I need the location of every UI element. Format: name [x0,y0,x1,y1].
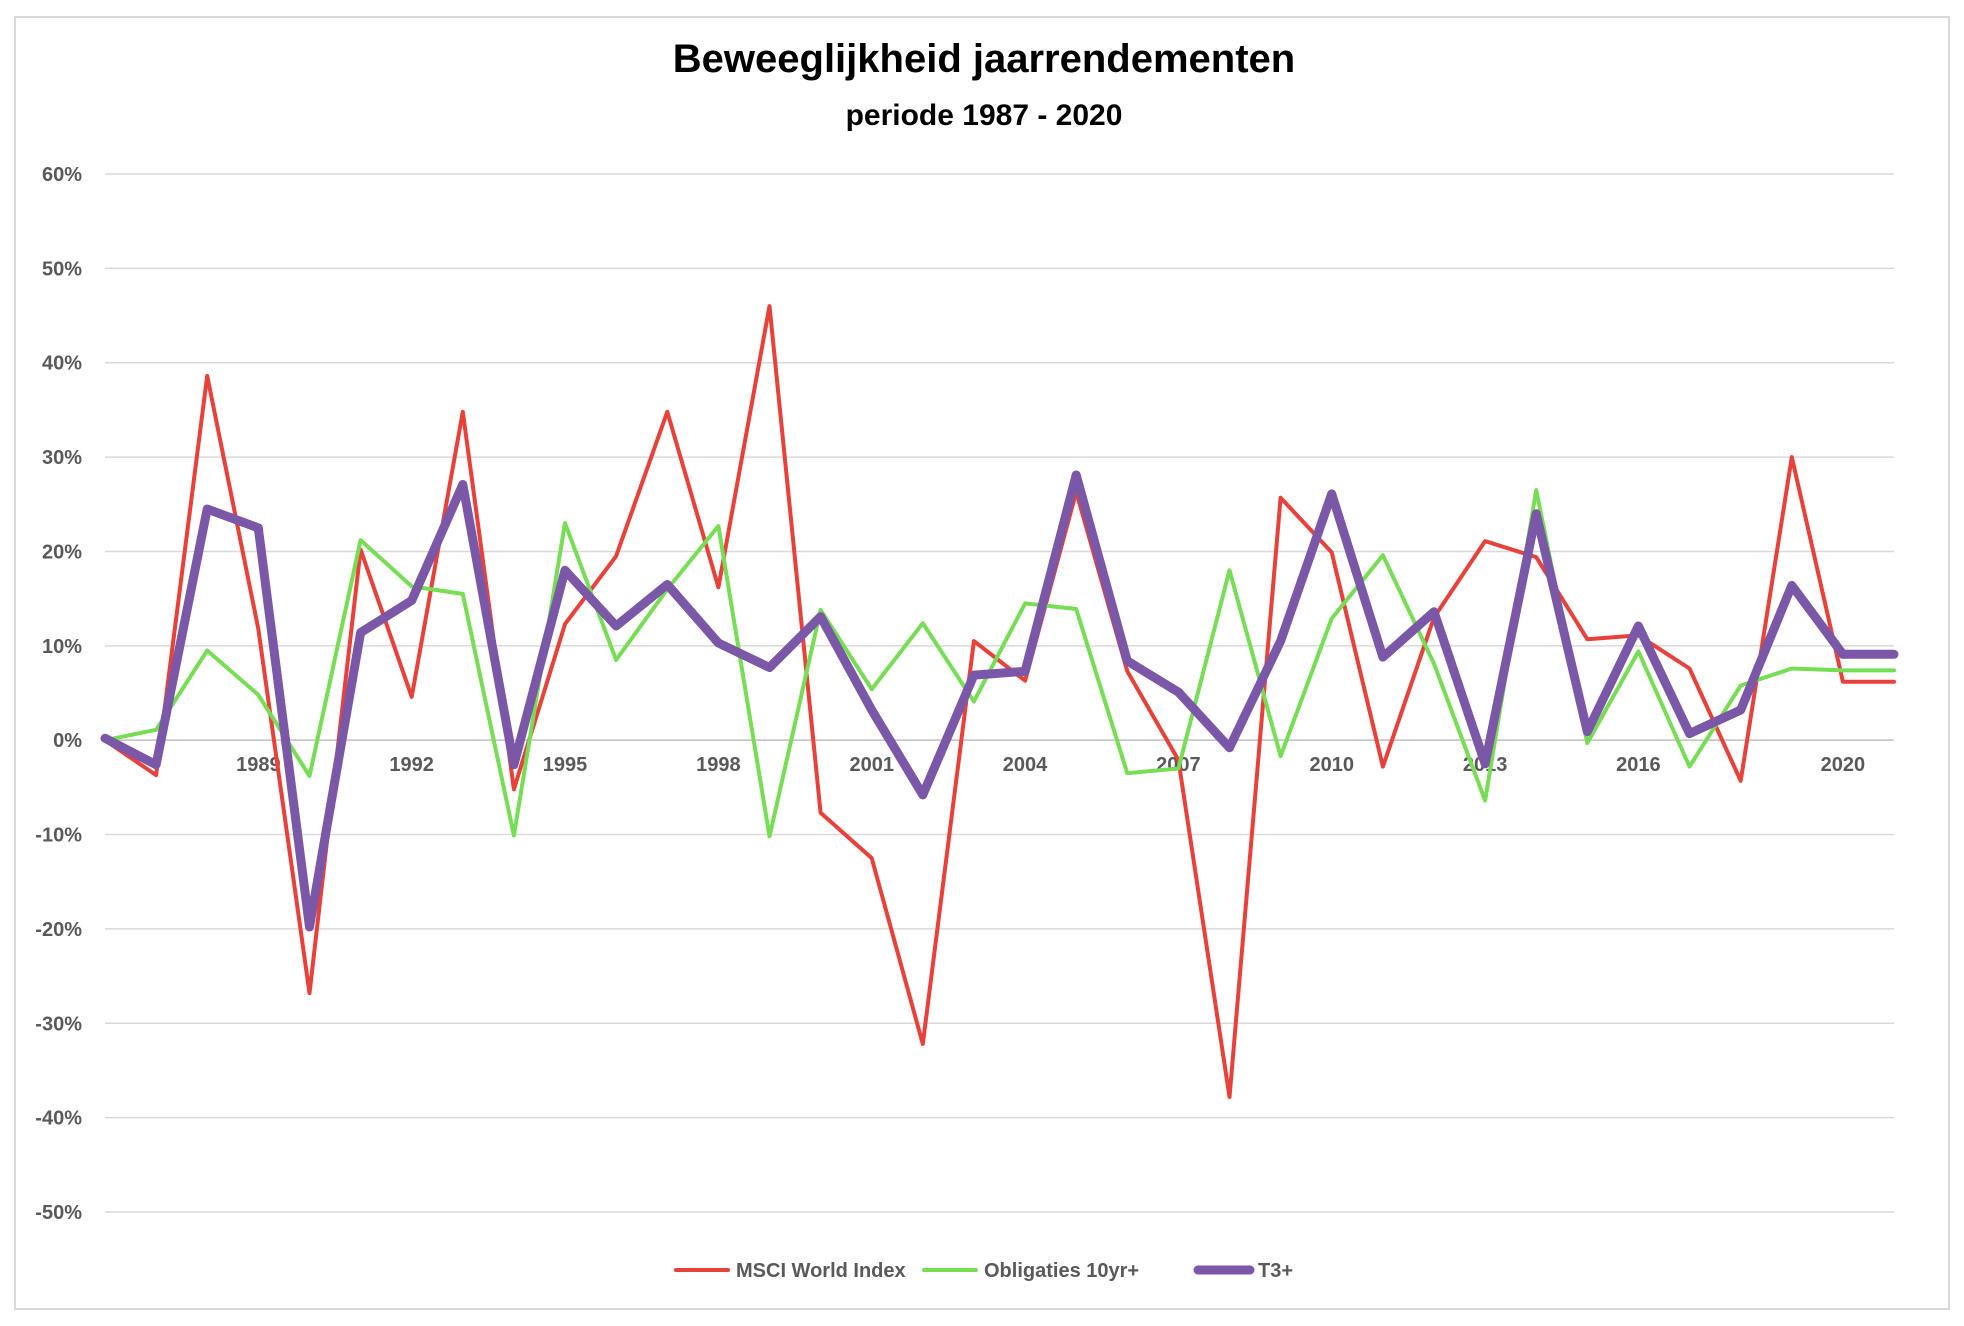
y-tick-label: 50% [42,258,82,280]
chart-subtitle: periode 1987 - 2020 [846,99,1123,132]
y-tick-label: -30% [35,1013,82,1035]
legend: MSCI World Index Obligaties 10yr+ T3+ [674,1260,1293,1282]
series-line-obligaties-10yr [103,488,1896,839]
x-tick-label: 1989 [236,754,281,776]
y-tick-label: 10% [42,636,82,658]
y-tick-label: -50% [35,1202,82,1224]
y-tick-label: 40% [42,353,82,375]
y-axis-ticks: 60% 50% 40% 30% 20% 10% 0% -10% -20% -30% -40% -50% [35,164,82,1224]
gridlines [105,173,1894,1213]
chart: Beweeglijkheid jaarrendementen periode 1… [35,37,1899,1282]
x-tick-label: 2020 [1821,754,1866,776]
chart-title: Beweeglijkheid jaarrendementen [673,37,1295,81]
x-tick-label: 2010 [1309,754,1354,776]
y-tick-label: -20% [35,919,82,941]
x-axis-ticks: 1989 1992 1995 1998 2001 2004 2007 2010 2013 2016… [236,754,1865,776]
x-tick-label: 2001 [849,754,894,776]
series-line-msci-world-index [103,304,1896,1099]
x-tick-label: 2016 [1616,754,1661,776]
legend-label: MSCI World Index [736,1260,906,1282]
y-tick-label: 60% [42,164,82,186]
chart-frame: Beweeglijkheid jaarrendementen periode 1… [14,16,1950,1310]
x-tick-label: 1998 [696,754,741,776]
y-tick-label: 0% [53,730,82,752]
x-tick-label: 2004 [1003,754,1048,776]
legend-label: Obligaties 10yr+ [984,1260,1139,1282]
y-tick-label: -40% [35,1108,82,1130]
y-tick-label: 30% [42,447,82,469]
legend-label: T3+ [1258,1260,1293,1282]
series-lines [100,304,1899,1099]
series-line-t3 [100,470,1899,932]
y-tick-label: -10% [35,825,82,847]
x-tick-label: 1995 [543,754,588,776]
y-tick-label: 20% [42,541,82,563]
x-tick-label: 1992 [389,754,434,776]
